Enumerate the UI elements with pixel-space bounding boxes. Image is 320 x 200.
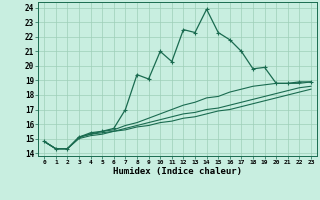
- X-axis label: Humidex (Indice chaleur): Humidex (Indice chaleur): [113, 167, 242, 176]
